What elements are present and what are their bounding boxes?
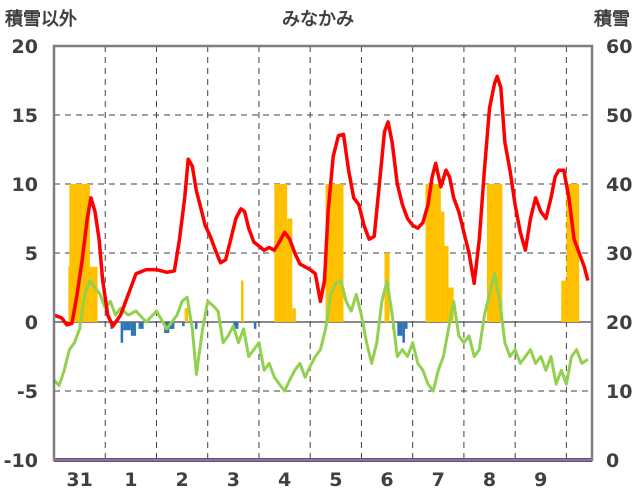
left-tick-label: 0 <box>25 312 38 334</box>
right-tick-labels: 60 50 40 30 20 10 0 <box>606 36 632 472</box>
right-tick-label: 40 <box>606 174 632 196</box>
snow-bar <box>184 308 189 322</box>
x-tick-label: 31 <box>66 469 92 491</box>
x-tick-label: 6 <box>380 469 393 491</box>
left-tick-label: 15 <box>12 105 38 127</box>
red-series-line <box>53 74 590 328</box>
snow-bar <box>82 184 90 322</box>
negative-bar <box>402 322 405 343</box>
x-tick-label: 2 <box>175 469 188 491</box>
snow-bar <box>292 308 296 322</box>
right-tick-label: 0 <box>606 450 619 472</box>
left-tick-label: -10 <box>4 450 38 472</box>
x-tick-label: 3 <box>227 469 240 491</box>
snow-bar <box>325 184 344 322</box>
snow-bar <box>561 280 567 322</box>
snow-bar <box>274 184 288 322</box>
snow-bar <box>448 287 454 322</box>
negative-bar <box>194 322 198 329</box>
green-series-line <box>52 272 589 393</box>
left-tick-label: 20 <box>12 36 38 58</box>
x-tick-label: 8 <box>483 469 496 491</box>
negative-bar <box>169 322 175 329</box>
x-tick-label: 5 <box>329 469 342 491</box>
left-tick-label: 5 <box>25 243 38 265</box>
negative-bar <box>397 322 403 336</box>
negative-bar <box>123 322 131 331</box>
right-axis-title: 積雪 <box>593 8 630 30</box>
x-tick-label: 7 <box>432 469 445 491</box>
negative-bar <box>130 322 136 336</box>
snow-bar <box>68 266 71 322</box>
negative-bar <box>233 322 239 329</box>
chart-title: みなかみ <box>282 9 354 30</box>
snow-bar <box>440 211 445 322</box>
snow-bar <box>241 280 244 322</box>
left-axis-title: 積雪以外 <box>4 8 77 30</box>
left-tick-label: -5 <box>17 381 38 403</box>
snow-bar <box>89 266 98 322</box>
snow-bar <box>566 184 580 322</box>
snow-bar <box>425 184 441 322</box>
x-tick-label: 9 <box>534 469 547 491</box>
right-tick-label: 50 <box>606 105 632 127</box>
negative-bar <box>404 322 408 329</box>
left-tick-labels: 20 15 10 5 0 -5 -10 <box>4 36 38 472</box>
snow-bar <box>444 246 449 322</box>
snow-bar <box>287 218 293 322</box>
left-tick-label: 10 <box>12 174 38 196</box>
right-tick-label: 60 <box>606 36 632 58</box>
plot-frame <box>52 44 594 462</box>
negative-bar <box>182 322 185 327</box>
x-tick-label: 4 <box>278 469 291 491</box>
right-tick-label: 30 <box>606 243 632 265</box>
negative-bar <box>120 322 124 343</box>
negative-bar <box>138 322 144 329</box>
x-tick-label: 1 <box>124 469 137 491</box>
right-tick-label: 10 <box>606 381 632 403</box>
negative-bar <box>253 322 257 329</box>
x-tick-labels: 31 1 2 3 4 5 6 7 8 9 <box>66 469 547 491</box>
right-tick-label: 20 <box>606 312 632 334</box>
